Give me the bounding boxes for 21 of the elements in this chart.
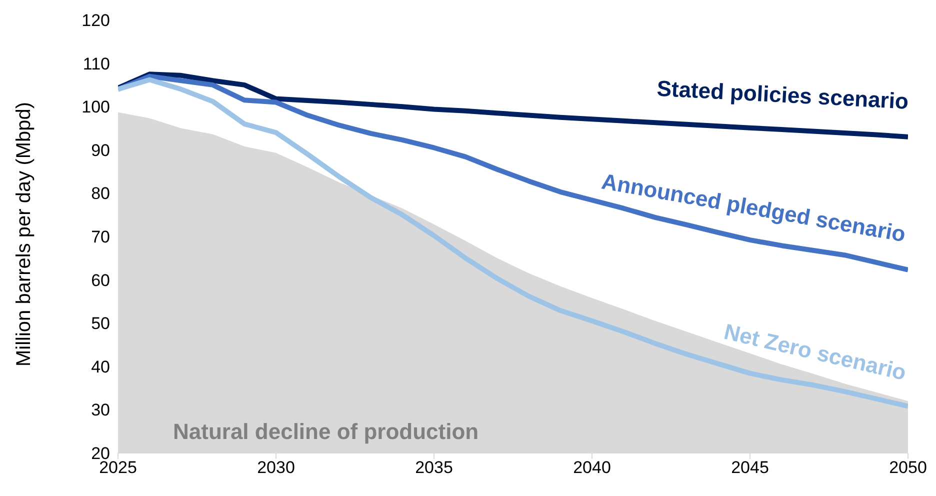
y-tick-label: 50 <box>91 314 110 334</box>
x-tick-label: 2045 <box>731 458 769 478</box>
x-tick-label: 2025 <box>99 458 137 478</box>
y-axis-title: Million barrels per day (Mbpd) <box>13 102 36 366</box>
text: Announced pledged scenario <box>600 168 908 247</box>
x-tick-label: 2040 <box>573 458 611 478</box>
text: Net Zero scenario <box>722 318 908 386</box>
y-tick-label: 110 <box>82 54 110 74</box>
y-tick-label: 70 <box>91 228 110 247</box>
y-tick-label: 80 <box>91 184 110 204</box>
series-label: Stated policies scenario <box>656 76 910 114</box>
y-tick-label: 30 <box>91 400 110 420</box>
y-tick-label: 60 <box>91 270 110 290</box>
x-tick-label: 2050 <box>889 458 927 478</box>
y-tick-label: 40 <box>91 357 110 376</box>
y-tick-label: 100 <box>82 98 110 117</box>
y-tick-label: 90 <box>91 140 110 160</box>
y-tick-label: 120 <box>82 11 110 30</box>
x-tick-label: 2030 <box>257 458 295 478</box>
series-label: Natural decline of production <box>173 419 479 444</box>
x-tick-label: 2035 <box>415 458 453 478</box>
